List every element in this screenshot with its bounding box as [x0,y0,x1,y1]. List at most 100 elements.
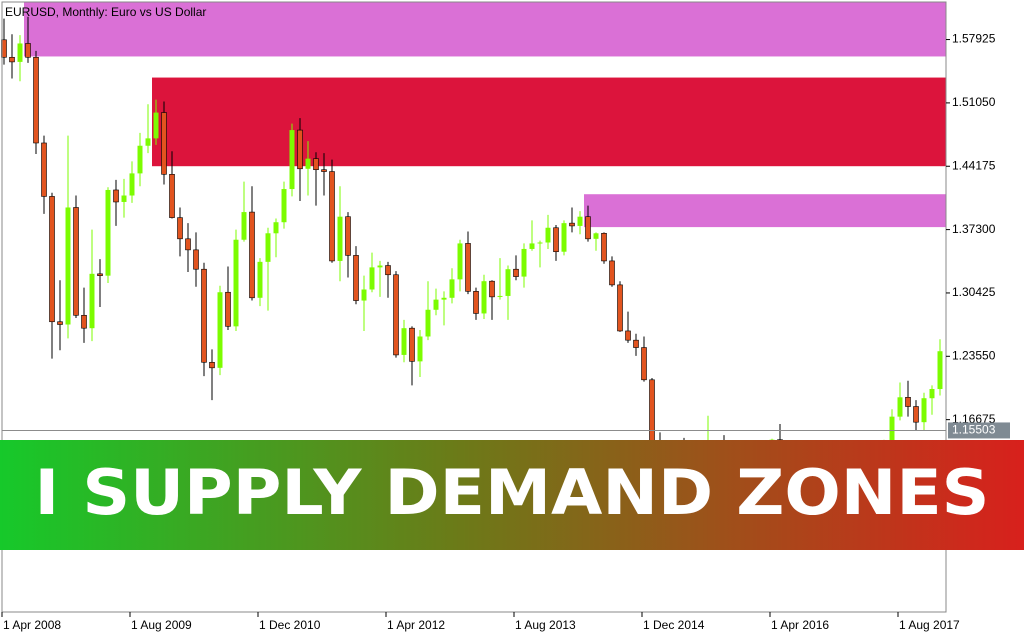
candle-body [889,416,895,443]
candle-body [17,43,23,62]
y-tick-label: 1.16675 [952,412,996,426]
banner-title: I SUPPLY DEMAND ZONES [35,456,990,529]
candle-body [233,239,239,327]
candle-body [929,389,935,399]
candle-body [609,260,615,286]
supply-zone [152,77,946,167]
y-tick-label: 1.30425 [952,285,996,299]
candle-body [65,207,71,325]
candle-body [937,351,943,390]
candle-body [153,112,159,139]
candle-body [281,189,287,223]
candle-body [465,243,471,292]
candle-body [617,284,623,332]
candle-body [169,174,175,218]
candle-body [449,279,455,298]
candle-body [241,212,247,240]
y-tick-label: 1.44175 [952,158,996,172]
candle-body [25,43,31,58]
candle-body [577,216,583,226]
candle-body [425,309,431,337]
candle-body [121,195,127,202]
y-tick-label: 1.23550 [952,348,996,362]
candle-body [433,299,439,310]
candle-body [625,330,631,341]
candle-body [633,339,639,348]
candle-body [137,145,143,174]
candle-body [345,216,351,256]
candle-body [905,397,911,407]
candle-body [217,292,223,368]
banner-background [0,440,1024,550]
x-tick-label: 1 Apr 2008 [3,618,61,632]
candle-body [369,267,375,290]
y-tick-label: 1.57925 [952,32,996,46]
candle-body [177,217,183,240]
candle-body [305,158,311,169]
candle-body [585,216,591,240]
candle-body [57,321,63,325]
x-tick-label: 1 Dec 2010 [259,618,321,632]
candle-body [521,248,527,277]
candle-body [129,173,135,196]
candle-body [553,227,559,253]
current-price-label: 1.15503 [952,423,996,437]
x-tick-label: 1 Apr 2016 [771,618,829,632]
candle-body [529,243,535,249]
candle-body [33,56,39,144]
chart-title: EURUSD, Monthly: Euro vs US Dollar [5,5,206,19]
candle-body [601,232,607,262]
candle-body [185,238,191,251]
candle-body [897,397,903,417]
candle-body [377,265,383,268]
candle-body [361,289,367,301]
x-tick-label: 1 Aug 2009 [131,618,192,632]
candle-body [9,56,15,63]
x-tick-label: 1 Apr 2012 [387,618,445,632]
candle-body [193,249,199,270]
candle-body [353,255,359,301]
candle-body [505,269,511,296]
candle-body [145,138,151,146]
current-price-box [948,422,1010,439]
candle-body [497,295,503,297]
candle-body [409,327,415,362]
candle-body [513,268,519,277]
candle-body [113,189,119,203]
x-tick-label: 1 Dec 2014 [643,618,705,632]
x-tick-label: 1 Aug 2017 [899,618,960,632]
candle-body [401,328,407,355]
candle-body [81,314,87,329]
candle-body [273,222,279,234]
candle-body [97,273,103,276]
candle-body [161,112,167,175]
candle-body [89,273,95,329]
candle-body [473,291,479,314]
candle-body [489,280,495,298]
y-tick-label: 1.37300 [952,222,996,236]
candle-body [481,281,487,314]
candle-body [105,189,111,276]
candle-body [265,233,271,262]
candle-body [545,227,551,243]
candle-body [209,361,215,369]
candle-body [537,242,543,244]
candle-body [313,158,319,171]
candle-body [201,268,207,363]
candle-body [457,243,463,280]
candle-body [641,347,647,381]
y-tick-label: 1.51050 [952,95,996,109]
candle-body [393,274,399,356]
candle-body [249,211,255,299]
x-tick-label: 1 Aug 2013 [515,618,576,632]
candle-body [49,196,55,323]
candle-body [593,233,599,239]
candle-body [417,336,423,362]
candle-body [289,130,295,190]
candle-body [913,406,919,423]
candle-body [921,398,927,423]
candle-body [321,169,327,172]
supply-zone [24,2,946,57]
candle-body [569,222,575,227]
